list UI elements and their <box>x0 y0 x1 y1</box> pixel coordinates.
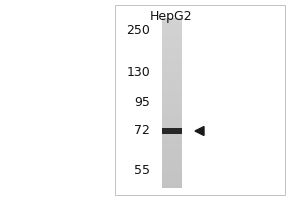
Text: 55: 55 <box>134 164 150 176</box>
Text: HepG2: HepG2 <box>150 10 192 23</box>
Text: 250: 250 <box>126 23 150 36</box>
Text: 95: 95 <box>134 97 150 110</box>
Text: 72: 72 <box>134 124 150 138</box>
Polygon shape <box>195 127 204 136</box>
Text: 130: 130 <box>126 66 150 79</box>
Bar <box>115 5 285 195</box>
